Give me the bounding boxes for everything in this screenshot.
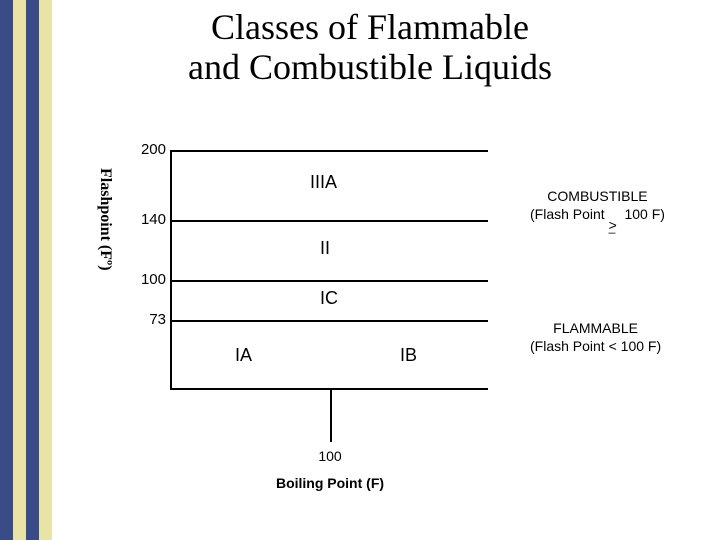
decor-bar-1 [0,0,13,540]
flashpoint-chart: Flashpoint (Fº) 200 140 100 73 IIIA II I… [110,130,490,410]
ytick-label-140: 140 [130,211,166,228]
ytick-line-73 [172,320,488,322]
note-combustible-l2a: (Flash Point [530,206,605,222]
ytick-label-73: 73 [130,311,166,328]
xtick-label-100: 100 [310,448,350,464]
region-IB: IB [400,345,417,366]
region-IC: IC [320,288,338,309]
title-line-2: and Combustible Liquids [188,47,552,87]
note-flammable: FLAMMABLE (Flash Point < 100 F) [530,320,661,355]
xtick-line-100 [330,390,332,442]
note-combustible-l1: COMBUSTIBLE [547,188,647,204]
ytick-line-140 [172,220,488,222]
ytick-label-100: 100 [130,271,166,288]
region-IIIA: IIIA [310,172,337,193]
title-line-1: Classes of Flammable [211,7,529,47]
ytick-label-200: 200 [130,141,166,158]
note-combustible: COMBUSTIBLE (Flash Point > _ 100 F) [530,188,665,223]
region-IA: IA [235,345,252,366]
page-title: Classes of Flammable and Combustible Liq… [60,8,680,87]
ytick-line-200 [172,150,488,152]
x-axis-title: Boiling Point (F) [172,475,488,491]
note-combustible-l2b: 100 F) [624,206,664,222]
decor-bar-2 [13,0,26,540]
decor-bar-3 [26,0,39,540]
region-II: II [320,238,330,259]
note-flammable-l2: (Flash Point < 100 F) [530,338,661,354]
note-flammable-l1: FLAMMABLE [553,320,638,336]
decor-bar-4 [39,0,52,540]
ytick-line-100 [172,280,488,282]
y-axis-line [170,150,172,390]
y-axis-title: Flashpoint (Fº) [96,168,114,271]
